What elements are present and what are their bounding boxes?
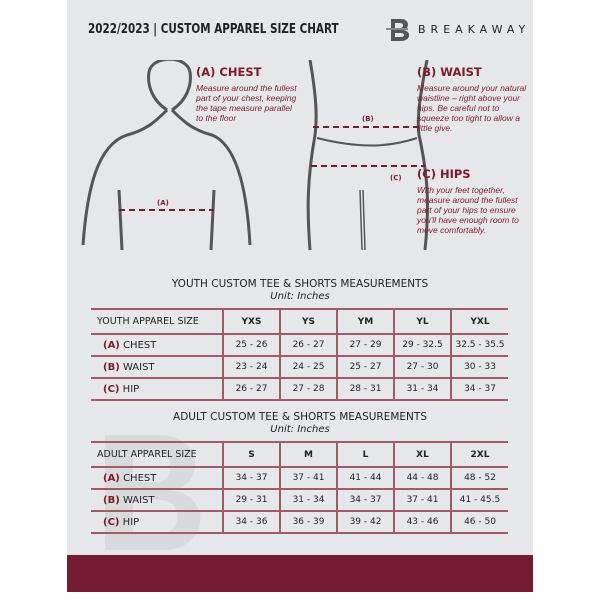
measurement-code: (A) bbox=[103, 339, 120, 351]
footer-band bbox=[67, 555, 533, 592]
measurement-value: 43 - 46 bbox=[393, 510, 451, 534]
marker-b: (B) bbox=[362, 115, 374, 123]
measurement-value: 48 - 52 bbox=[450, 466, 508, 489]
measurement-value: 34 - 37 bbox=[450, 377, 508, 401]
measurement-value: 27 - 29 bbox=[336, 333, 394, 356]
table-header-row: ADULT APPAREL SIZE S M L XL 2XL bbox=[91, 441, 508, 467]
adult-section-title: ADULT CUSTOM TEE & SHORTS MEASUREMENTS bbox=[173, 411, 427, 423]
measurement-name: CHEST bbox=[123, 339, 157, 351]
marker-c: (C) bbox=[390, 174, 402, 182]
measurement-value: 28 - 31 bbox=[336, 377, 394, 401]
measurement-value: 34 - 37 bbox=[222, 466, 280, 489]
measurement-value: 34 - 36 bbox=[222, 510, 280, 534]
measurement-value: 41 - 44 bbox=[336, 466, 394, 489]
measurement-value: 32.5 - 35.5 bbox=[450, 333, 508, 356]
measurement-value: 25 - 26 bbox=[222, 333, 280, 356]
measurement-code: (A) bbox=[103, 472, 120, 484]
size-column-header: 2XL bbox=[450, 441, 508, 467]
youth-size-table: YOUTH APPAREL SIZE YXS YS YM YL YXL (A) CHEST 2… bbox=[91, 308, 508, 401]
upper-body-figure bbox=[81, 60, 252, 251]
brand-name: BREAKAWAY bbox=[418, 23, 531, 36]
measurement-value: 29 - 31 bbox=[222, 488, 280, 511]
measurement-value: 41 - 45.5 bbox=[450, 488, 508, 511]
measurement-value: 26 - 27 bbox=[222, 377, 280, 401]
size-column-header: YL bbox=[393, 308, 451, 334]
size-column-header: L bbox=[336, 441, 394, 467]
table-row: (C) HIP 26 - 27 27 - 28 28 - 31 31 - 34 34 - … bbox=[91, 377, 508, 401]
youth-section-title: YOUTH CUSTOM TEE & SHORTS MEASUREMENTS bbox=[171, 278, 429, 290]
marker-a: (A) bbox=[157, 199, 169, 207]
table-row: (B) WAIST 29 - 31 31 - 34 34 - 37 37 - 41 41 … bbox=[91, 488, 508, 511]
size-column-header: M bbox=[279, 441, 337, 467]
measurement-value: 37 - 41 bbox=[393, 488, 451, 511]
body-figures-illustration: (A) (B) (C) bbox=[81, 60, 429, 251]
page-title: 2022/2023 | CUSTOM APPAREL SIZE CHART bbox=[88, 22, 339, 37]
chest-heading: (A) CHEST bbox=[196, 65, 262, 79]
measurement-label: (B) WAIST bbox=[91, 355, 223, 378]
measurement-value: 24 - 25 bbox=[279, 355, 337, 378]
size-column-header: S bbox=[222, 441, 280, 467]
measurement-code: (B) bbox=[103, 494, 120, 506]
measurement-value: 29 - 32.5 bbox=[393, 333, 451, 356]
hips-heading: (C) HIPS bbox=[417, 167, 471, 181]
lower-body-figure bbox=[306, 60, 429, 251]
hips-instructions: With your feet together, measure around … bbox=[417, 185, 519, 235]
measurement-value: 23 - 24 bbox=[222, 355, 280, 378]
table-row: (A) CHEST 25 - 26 26 - 27 27 - 29 29 - 32.5 3… bbox=[91, 333, 508, 356]
measurement-label: (A) CHEST bbox=[91, 333, 223, 356]
brand-logo-icon bbox=[386, 19, 410, 41]
measurement-value: 27 - 30 bbox=[393, 355, 451, 378]
measurement-code: (C) bbox=[103, 516, 120, 528]
measurement-label: (B) WAIST bbox=[91, 488, 223, 511]
measurement-label: (A) CHEST bbox=[91, 466, 223, 489]
measurement-name: CHEST bbox=[123, 472, 157, 484]
measurement-value: 27 - 28 bbox=[279, 377, 337, 401]
measurement-code: (B) bbox=[103, 361, 120, 373]
measurement-name: WAIST bbox=[122, 494, 155, 506]
size-label-header: ADULT APPAREL SIZE bbox=[91, 441, 223, 467]
measurement-value: 31 - 34 bbox=[393, 377, 451, 401]
measurement-value: 46 - 50 bbox=[450, 510, 508, 534]
measurement-value: 30 - 33 bbox=[450, 355, 508, 378]
youth-unit-label: Unit: Inches bbox=[270, 291, 330, 302]
table-row: (A) CHEST 34 - 37 37 - 41 41 - 44 44 - 48 48 … bbox=[91, 466, 508, 489]
measurement-code: (C) bbox=[103, 383, 120, 395]
size-column-header: XL bbox=[393, 441, 451, 467]
measurement-label: (C) HIP bbox=[91, 510, 223, 534]
measurement-value: 25 - 27 bbox=[336, 355, 394, 378]
measurement-name: HIP bbox=[122, 516, 140, 528]
measurement-value: 36 - 39 bbox=[279, 510, 337, 534]
measurement-value: 39 - 42 bbox=[336, 510, 394, 534]
measurement-value: 34 - 37 bbox=[336, 488, 394, 511]
adult-unit-label: Unit: Inches bbox=[270, 424, 330, 435]
size-column-header: YXS bbox=[222, 308, 280, 334]
waist-heading: (B) WAIST bbox=[417, 65, 482, 79]
waist-instructions: Measure around your natural waistline – … bbox=[417, 83, 527, 133]
measurement-value: 26 - 27 bbox=[279, 333, 337, 356]
size-label-header: YOUTH APPAREL SIZE bbox=[91, 308, 223, 334]
measurement-name: WAIST bbox=[122, 361, 155, 373]
measurement-name: HIP bbox=[122, 383, 140, 395]
table-row: (C) HIP 34 - 36 36 - 39 39 - 42 43 - 46 46 - … bbox=[91, 510, 508, 534]
table-row: (B) WAIST 23 - 24 24 - 25 25 - 27 27 - 30 30 … bbox=[91, 355, 508, 378]
chest-instructions: Measure around the fullest part of your … bbox=[196, 83, 297, 123]
size-column-header: YM bbox=[336, 308, 394, 334]
measurement-value: 44 - 48 bbox=[393, 466, 451, 489]
measurement-value: 37 - 41 bbox=[279, 466, 337, 489]
size-column-header: YS bbox=[279, 308, 337, 334]
size-column-header: YXL bbox=[450, 308, 508, 334]
table-header-row: YOUTH APPAREL SIZE YXS YS YM YL YXL bbox=[91, 308, 508, 334]
measurement-label: (C) HIP bbox=[91, 377, 223, 401]
adult-size-table: ADULT APPAREL SIZE S M L XL 2XL (A) CHEST 34 - … bbox=[91, 441, 508, 534]
measurement-value: 31 - 34 bbox=[279, 488, 337, 511]
